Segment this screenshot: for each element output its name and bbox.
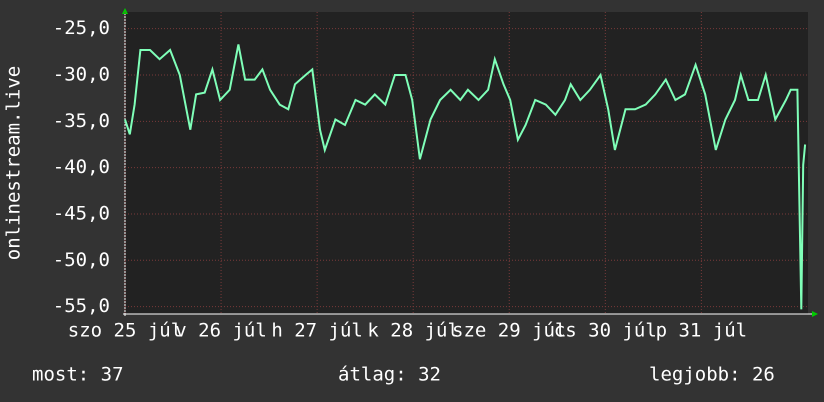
x-tick-label: szo 25 júl — [68, 320, 182, 342]
y-tick-label: -40,0 — [53, 156, 110, 178]
y-arrow — [122, 8, 128, 14]
plot-area — [125, 12, 808, 314]
x-tick-label: h 27 júl — [271, 320, 363, 342]
x-tick-label: v 26 júl — [175, 320, 267, 342]
y-tick-label: -25,0 — [53, 17, 110, 39]
y-tick-label: -50,0 — [53, 249, 110, 271]
x-tick-label: sze 29 júl — [452, 320, 566, 342]
stat-best: legjobb: 26 — [649, 364, 775, 386]
line — [124, 44, 807, 310]
y-tick-label: -45,0 — [53, 202, 110, 224]
y-tick-label: -30,0 — [53, 63, 110, 85]
stat-average: átlag: 32 — [338, 364, 441, 386]
x-arrow — [812, 311, 818, 317]
x-tick-label: k 28 júl — [367, 320, 459, 342]
y-axis-label: onlinestream.live — [3, 66, 25, 260]
stat-now: most: 37 — [32, 364, 124, 386]
x-tick-label: cs 30 júl — [554, 320, 657, 342]
x-tick-label: p 31 júl — [656, 320, 748, 342]
y-tick-label: -55,0 — [53, 295, 110, 317]
y-tick-label: -35,0 — [53, 110, 110, 132]
